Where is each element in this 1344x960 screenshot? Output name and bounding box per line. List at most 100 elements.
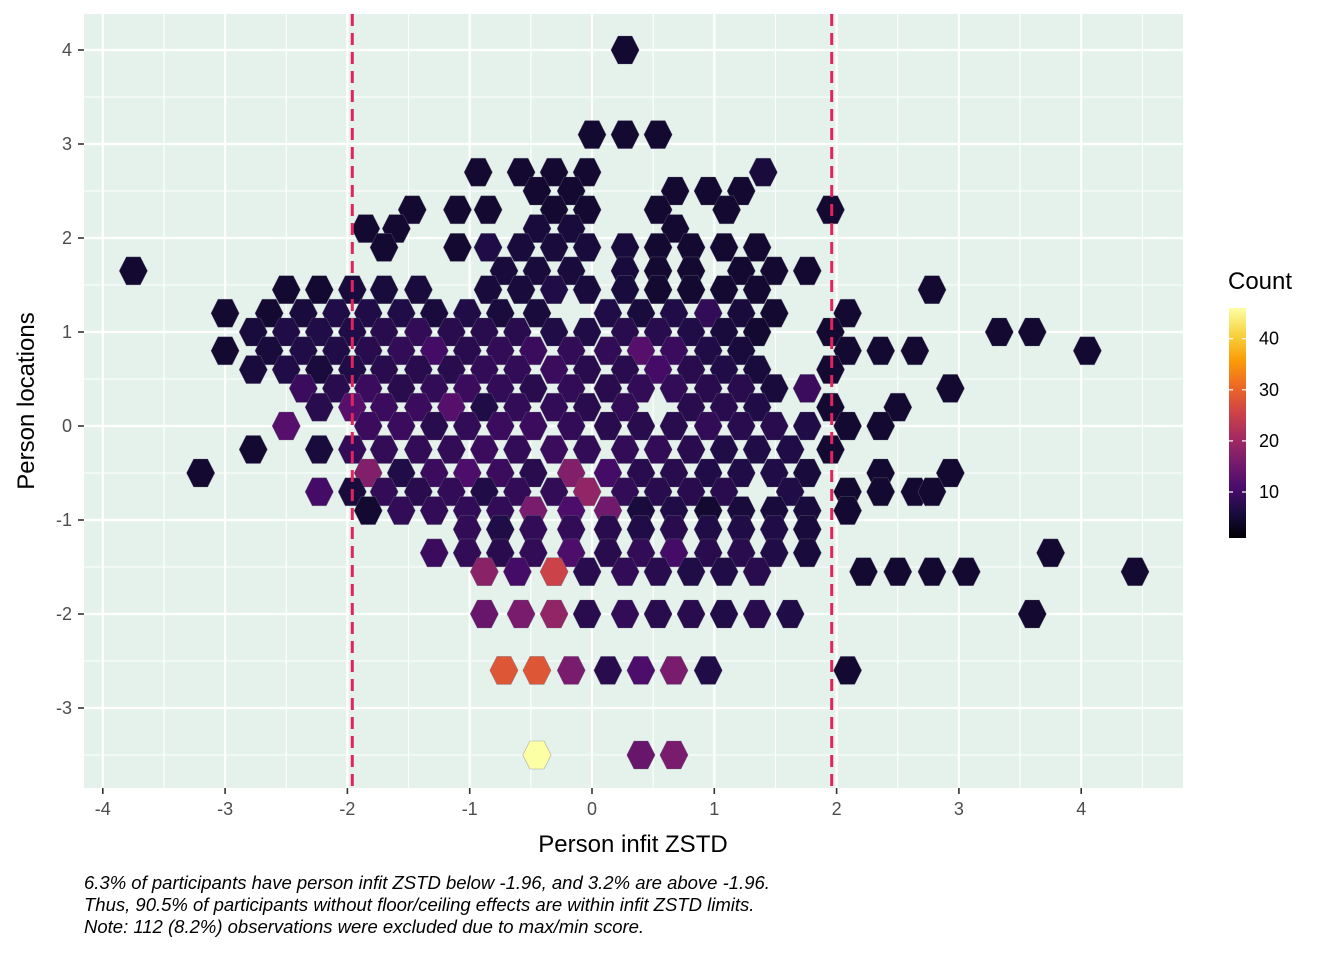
y-tick-label: 0 xyxy=(62,416,72,436)
hex-bin xyxy=(792,374,822,403)
hex-bin xyxy=(643,557,673,587)
hex-bin xyxy=(759,256,789,286)
hex-bin xyxy=(833,336,863,366)
hex-bin xyxy=(643,599,673,629)
hex-bin xyxy=(712,195,742,225)
hex-bin xyxy=(917,557,947,587)
hex-bin xyxy=(572,355,602,384)
hex-bin xyxy=(353,496,383,525)
hex-bin xyxy=(304,392,334,422)
hex-bin xyxy=(917,477,947,507)
hex-bin xyxy=(659,411,689,441)
hex-bin xyxy=(759,374,789,403)
hex-bin xyxy=(900,336,930,366)
hex-bin xyxy=(626,374,656,403)
hex-bin xyxy=(539,435,569,464)
x-tick-label: -2 xyxy=(339,799,355,819)
y-tick-label: 1 xyxy=(62,322,72,342)
hex-bin xyxy=(742,275,772,305)
hex-bin xyxy=(709,435,739,464)
hexbin-layer xyxy=(118,35,1150,770)
x-tick-label: 3 xyxy=(954,799,964,819)
hex-bin xyxy=(792,458,822,488)
hex-bin xyxy=(506,599,536,629)
hex-bin xyxy=(539,233,569,262)
hex-bin xyxy=(518,411,548,441)
y-tick-label: -2 xyxy=(56,604,72,624)
legend-ticks: 10 20 30 40 xyxy=(1229,329,1279,502)
hex-bin xyxy=(572,477,602,507)
hex-bin xyxy=(572,195,602,225)
hex-bin xyxy=(386,411,416,441)
hex-bin xyxy=(502,557,532,587)
x-axis-title: Person infit ZSTD xyxy=(538,831,727,858)
hex-bin xyxy=(522,656,552,685)
hex-bin xyxy=(792,411,822,441)
hex-bin xyxy=(304,275,334,305)
hex-bin xyxy=(238,435,268,464)
hex-bin xyxy=(539,557,569,587)
x-tick-label: -4 xyxy=(95,799,111,819)
hex-bin xyxy=(815,435,845,464)
hex-bin xyxy=(709,599,739,629)
hex-bin xyxy=(419,538,449,568)
hex-bin xyxy=(419,496,449,525)
hex-bin xyxy=(469,557,499,587)
hex-bin xyxy=(593,656,623,685)
hex-bin xyxy=(463,157,493,187)
hex-bin xyxy=(792,538,822,568)
hex-bin xyxy=(849,557,878,587)
x-tick-label: 2 xyxy=(832,799,842,819)
hex-bin xyxy=(748,157,778,187)
hex-bin xyxy=(742,599,772,629)
hex-bin xyxy=(742,233,772,262)
hex-bin xyxy=(386,496,416,525)
hex-bin xyxy=(709,275,739,305)
hex-bin xyxy=(518,374,548,403)
hex-bin xyxy=(473,195,503,225)
hex-bin xyxy=(676,435,706,464)
y-tick-label: 3 xyxy=(62,134,72,154)
hex-bin xyxy=(643,120,673,149)
y-tick-label: -1 xyxy=(56,510,72,530)
hex-bin xyxy=(626,740,656,770)
hex-bin xyxy=(610,557,640,587)
hex-bin xyxy=(742,557,772,587)
x-tick-label: 1 xyxy=(709,799,719,819)
hex-bin xyxy=(866,477,896,507)
caption-line-2: Thus, 90.5% of participants without floo… xyxy=(84,894,755,915)
caption-line-3: Note: 112 (8.2%) observations were exclu… xyxy=(84,916,645,937)
hex-bin xyxy=(759,298,789,328)
hex-bin xyxy=(742,317,772,347)
hex-bin xyxy=(709,233,739,262)
hex-bin xyxy=(238,355,268,384)
hex-bin xyxy=(369,275,399,305)
hex-bin xyxy=(610,599,640,629)
hex-bin xyxy=(610,35,640,65)
hex-bin xyxy=(271,275,301,305)
hex-bin xyxy=(118,256,148,286)
hex-bin xyxy=(866,411,896,441)
hex-bin xyxy=(833,411,863,441)
hex-bin xyxy=(660,176,690,206)
hex-bin xyxy=(693,656,723,685)
hex-bin xyxy=(572,157,602,187)
hex-bin xyxy=(676,599,706,629)
hex-bin xyxy=(572,599,602,629)
legend: Count 10 20 30 40 xyxy=(1228,268,1292,538)
reference-lines xyxy=(350,14,834,788)
hex-bin xyxy=(626,411,656,441)
y-axis-title: Person locations xyxy=(13,312,40,489)
hex-bin xyxy=(572,275,602,305)
hex-bin xyxy=(442,233,472,262)
hex-bin xyxy=(572,392,602,422)
hex-bin xyxy=(984,317,1014,347)
legend-tick-label: 40 xyxy=(1259,329,1279,349)
hex-bin xyxy=(577,120,607,149)
hex-bin xyxy=(792,256,822,286)
hex-bin xyxy=(452,411,482,441)
caption: 6.3% of participants have person infit Z… xyxy=(84,872,770,938)
hex-bin xyxy=(518,458,548,488)
hex-bin xyxy=(1072,336,1102,366)
